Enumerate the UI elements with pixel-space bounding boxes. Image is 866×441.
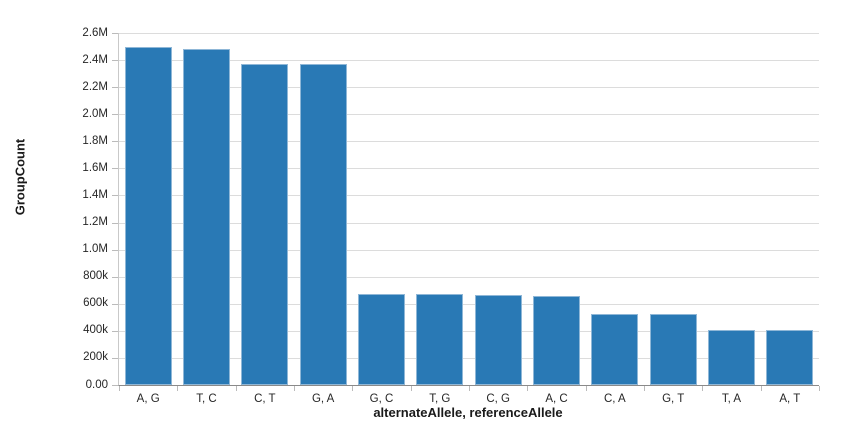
y-tick-label: 2.0M <box>82 107 108 120</box>
x-tick-label: T, C <box>196 393 217 405</box>
y-tick-label: 1.6M <box>82 161 108 174</box>
y-tick-mark <box>112 114 118 116</box>
bar-A-T[interactable] <box>766 330 814 385</box>
x-tick-label: C, A <box>603 393 626 405</box>
bar-T-C[interactable] <box>183 49 230 385</box>
y-tick-mark <box>112 222 118 224</box>
bar-C-T[interactable] <box>241 64 289 385</box>
x-tick-label: T, A <box>721 393 742 405</box>
y-axis-title: GroupCount <box>12 138 28 216</box>
bar-G-C[interactable] <box>358 294 405 385</box>
y-tick-label: 2.6M <box>82 26 108 39</box>
y-gridline <box>119 141 819 143</box>
y-gridline <box>119 33 819 34</box>
y-tick-label: 2.4M <box>82 53 108 66</box>
y-gridline <box>119 249 819 251</box>
x-tick-label: G, C <box>369 393 394 405</box>
y-tick-mark <box>112 141 118 143</box>
y-tick-label: 1.8M <box>82 134 108 147</box>
y-tick-mark <box>112 168 118 170</box>
x-tick-mark <box>644 386 645 391</box>
x-tick-label: C, T <box>254 393 276 405</box>
y-tick-label: 1.2M <box>82 215 108 228</box>
x-tick-label: G, A <box>311 393 335 405</box>
y-tick-mark <box>112 276 118 278</box>
y-gridline <box>119 330 819 332</box>
y-gridline <box>119 222 819 224</box>
y-tick-mark <box>112 357 118 359</box>
x-tick-mark <box>235 386 237 391</box>
x-tick-mark <box>527 386 529 391</box>
y-tick-label: 800k <box>83 269 108 282</box>
y-tick-mark <box>112 33 118 34</box>
x-tick-label: A, G <box>136 393 160 405</box>
bar-A-G[interactable] <box>124 46 172 385</box>
y-gridline <box>119 276 819 278</box>
y-tick-mark <box>112 303 118 305</box>
y-gridline <box>119 60 819 62</box>
y-tick-mark <box>112 330 118 332</box>
bar-T-A[interactable] <box>708 330 755 385</box>
y-tick-label: 600k <box>83 297 108 310</box>
bar-C-G[interactable] <box>474 294 522 385</box>
x-tick-mark <box>119 386 120 391</box>
x-tick-label: T, G <box>429 393 451 405</box>
x-tick-label: C, G <box>486 393 510 405</box>
x-tick-mark <box>410 386 412 391</box>
y-gridline <box>119 114 819 116</box>
y-tick-label: 1.4M <box>82 188 108 201</box>
bar-G-A[interactable] <box>299 64 347 385</box>
x-axis-title: alternateAllele, referenceAllele <box>373 405 563 420</box>
x-tick-mark <box>469 386 470 391</box>
bar-G-T[interactable] <box>649 314 697 385</box>
plot-area: 0.00 200k 400k 600k 800k 1.0M 1.2M 1.4M 1.6M 1.8M… <box>82 27 820 405</box>
y-tick-label: 400k <box>83 324 108 337</box>
x-tick-mark <box>294 386 295 391</box>
x-tick-mark <box>177 386 179 391</box>
x-tick-mark <box>702 386 704 391</box>
y-tick-label: 1.0M <box>82 242 108 255</box>
x-tick-label: A, T <box>779 393 801 405</box>
y-tick-label: 2.2M <box>82 80 108 93</box>
y-tick-mark <box>112 87 118 89</box>
y-gridline <box>119 303 819 305</box>
y-tick-mark <box>112 195 118 197</box>
y-tick-mark <box>112 249 118 251</box>
bar-T-G[interactable] <box>416 294 464 385</box>
bar-A-C[interactable] <box>533 295 580 385</box>
x-tick-mark <box>352 386 354 391</box>
x-tick-mark <box>819 386 820 391</box>
y-gridline <box>119 195 819 197</box>
y-gridline <box>119 87 819 89</box>
y-gridline <box>119 357 819 359</box>
x-tick-label: A, C <box>545 393 568 405</box>
y-tick-label: 0.00 <box>85 378 108 391</box>
y-gridline <box>119 168 819 170</box>
y-tick-mark <box>112 385 118 386</box>
x-tick-label: G, T <box>662 393 685 405</box>
y-tick-label: 200k <box>83 351 108 364</box>
y-tick-mark <box>112 60 118 62</box>
x-tick-mark <box>760 386 762 391</box>
x-tick-mark <box>585 386 587 391</box>
bar-C-A[interactable] <box>591 314 639 385</box>
